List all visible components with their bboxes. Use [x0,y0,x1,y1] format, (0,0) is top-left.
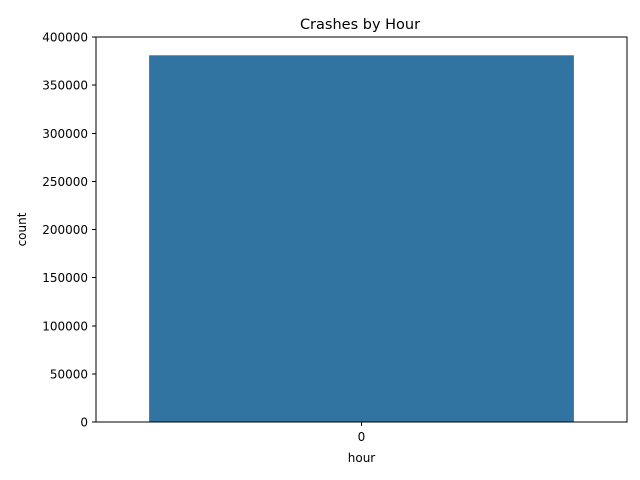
x-axis-ticks: 0 [358,422,366,444]
y-tick-label: 0 [80,416,88,430]
y-tick-label: 150000 [42,271,88,285]
y-tick-label: 250000 [42,175,88,189]
x-tick-label: 0 [358,430,366,444]
chart-title: Crashes by Hour [300,17,420,33]
y-axis-label: count [15,212,29,246]
bar-0 [149,55,574,422]
y-tick-label: 200000 [42,223,88,237]
plot-frame [95,36,628,423]
bars-layer [149,55,574,422]
y-tick-label: 300000 [42,127,88,141]
x-axis-label: hour [348,451,376,465]
y-tick-label: 350000 [42,79,88,93]
y-tick-label: 50000 [50,367,88,381]
y-axis-ticks: 0 50000 100000 150000 200000 250000 300000 3500… [42,31,96,430]
y-tick-label: 400000 [42,31,88,45]
y-tick-label: 100000 [42,319,88,333]
